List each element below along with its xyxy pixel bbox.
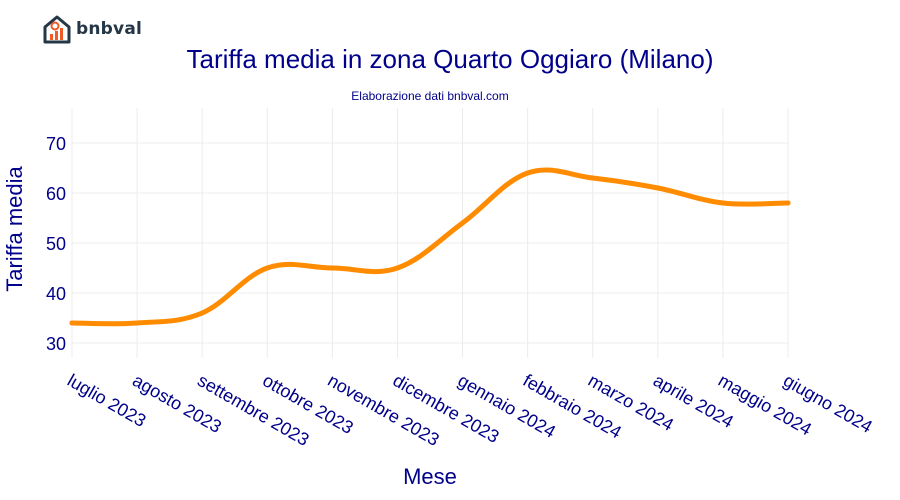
data-point bbox=[394, 265, 400, 271]
series-line bbox=[69, 167, 791, 327]
house-chart-icon bbox=[43, 15, 71, 44]
chart-title: Tariffa media in zona Quarto Oggiaro (Mi… bbox=[186, 44, 714, 74]
x-axis-label: Mese bbox=[403, 464, 457, 489]
data-point bbox=[785, 200, 791, 206]
y-tick-label: 30 bbox=[46, 334, 66, 354]
data-point bbox=[69, 320, 75, 326]
y-axis-ticks: 30 40 50 60 70 bbox=[46, 134, 66, 354]
y-tick-label: 40 bbox=[46, 284, 66, 304]
y-axis-label: Tariffa media bbox=[2, 165, 27, 291]
y-tick-label: 70 bbox=[46, 134, 66, 154]
brand-name: bnbval bbox=[76, 19, 143, 39]
brand-logo: bnbval bbox=[42, 14, 142, 44]
x-tick-label: novembre 2023 bbox=[324, 370, 442, 450]
grid-lines bbox=[71, 108, 789, 358]
data-point bbox=[329, 265, 335, 271]
data-point bbox=[460, 220, 466, 226]
data-point bbox=[264, 265, 270, 271]
x-tick-label: settembre 2023 bbox=[194, 370, 312, 450]
y-tick-label: 50 bbox=[46, 234, 66, 254]
data-point bbox=[720, 200, 726, 206]
data-point bbox=[525, 170, 531, 176]
data-point bbox=[655, 185, 661, 191]
data-point bbox=[590, 175, 596, 181]
data-point bbox=[134, 320, 140, 326]
data-points bbox=[69, 170, 791, 326]
chart-subtitle: Elaborazione dati bnbval.com bbox=[351, 89, 509, 103]
y-tick-label: 60 bbox=[46, 184, 66, 204]
data-point bbox=[199, 310, 205, 316]
